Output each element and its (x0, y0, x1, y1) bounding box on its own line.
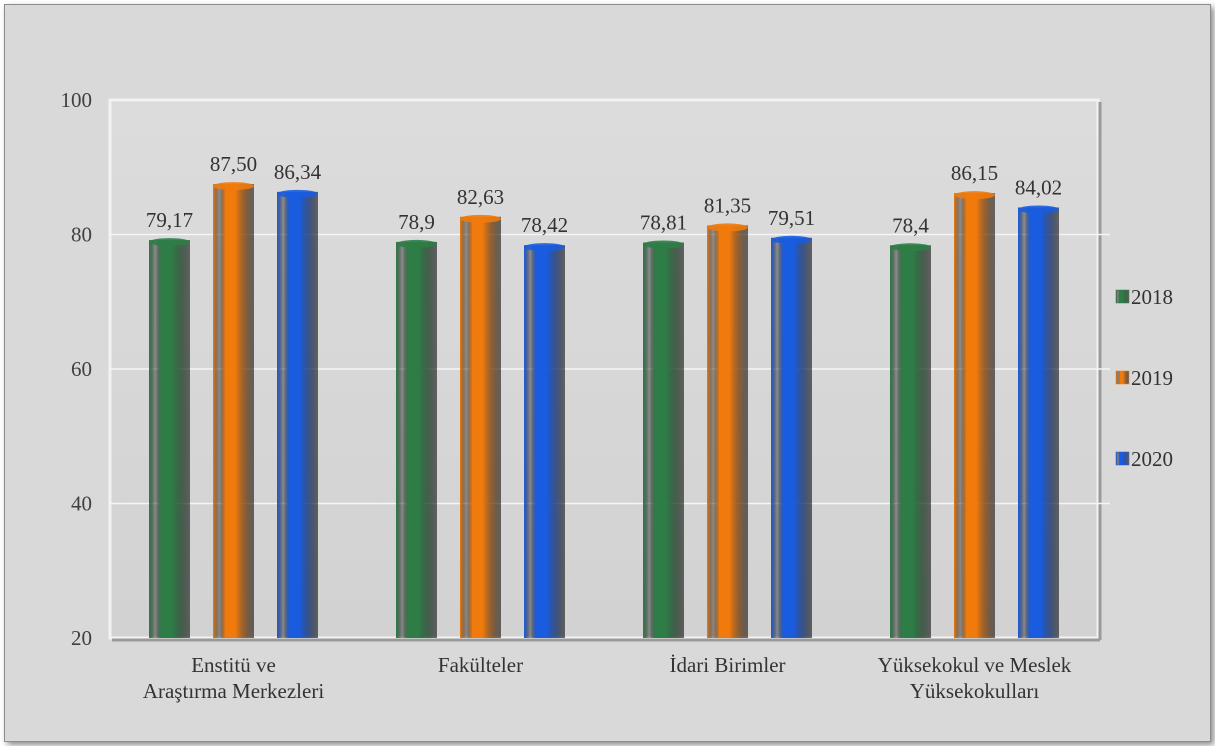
bar-cap (213, 182, 254, 191)
legend: 2018 2019 2020 (1115, 285, 1173, 471)
bar-cap (277, 189, 318, 198)
bar (149, 240, 190, 638)
y-axis: 20 40 60 80 100 (61, 88, 93, 650)
legend-label-2019: 2019 (1131, 366, 1173, 390)
data-label: 84,02 (1015, 175, 1062, 199)
data-labels: 79,17 87,50 86,34 78,9 82,63 78,42 78,81 81,35 7… (146, 152, 1062, 237)
data-label: 87,50 (210, 152, 257, 176)
y-tick-label: 40 (71, 492, 92, 516)
bar (954, 193, 995, 639)
data-label: 78,81 (640, 211, 687, 235)
bar (396, 241, 437, 638)
data-label: 86,15 (951, 161, 998, 185)
legend-swatch-2019 (1115, 370, 1130, 385)
bar (213, 184, 254, 638)
data-label: 79,17 (146, 208, 193, 232)
gridlines (110, 233, 1110, 505)
x-category-label: Fakülteler (438, 653, 523, 677)
bar (524, 245, 565, 639)
data-label: 78,42 (521, 213, 568, 237)
bar (771, 237, 812, 639)
bar-cap (643, 240, 684, 249)
bars (149, 182, 1059, 639)
bar-cap (396, 239, 437, 248)
x-category-label: İdari Birimler (669, 653, 785, 677)
bar-cap (890, 243, 931, 252)
data-label: 78,9 (398, 210, 435, 234)
legend-swatch-2020 (1115, 451, 1130, 466)
data-label: 78,4 (892, 213, 929, 237)
y-tick-label: 100 (61, 88, 93, 112)
bar-cap (771, 235, 812, 244)
bar (707, 225, 748, 638)
y-tick-label: 60 (71, 357, 92, 381)
legend-swatch-2018 (1115, 289, 1130, 304)
bar (890, 245, 931, 638)
bar-cap (1018, 205, 1059, 214)
x-category-label: Yüksekokul ve Meslek Yüksekokulları (878, 653, 1072, 703)
bar-cap (524, 243, 565, 252)
legend-label-2018: 2018 (1131, 285, 1173, 309)
bar-cap (707, 223, 748, 232)
bar (1018, 207, 1059, 638)
bar-cap (149, 238, 190, 247)
x-category-label: Enstitü ve Araştırma Merkezleri (143, 653, 324, 703)
bar (643, 242, 684, 638)
legend-label-2020: 2020 (1131, 447, 1173, 471)
bar-cap (954, 191, 995, 200)
data-label: 79,51 (768, 206, 815, 230)
x-axis: Enstitü ve Araştırma Merkezleri Fakülteler… (143, 653, 1072, 703)
data-label: 82,63 (457, 185, 504, 209)
y-tick-label: 20 (71, 626, 92, 650)
data-label: 81,35 (704, 193, 751, 217)
bar (277, 191, 318, 638)
bar (460, 216, 501, 639)
data-label: 86,34 (274, 160, 322, 184)
bar-cap (460, 214, 501, 223)
y-tick-label: 80 (71, 223, 92, 247)
